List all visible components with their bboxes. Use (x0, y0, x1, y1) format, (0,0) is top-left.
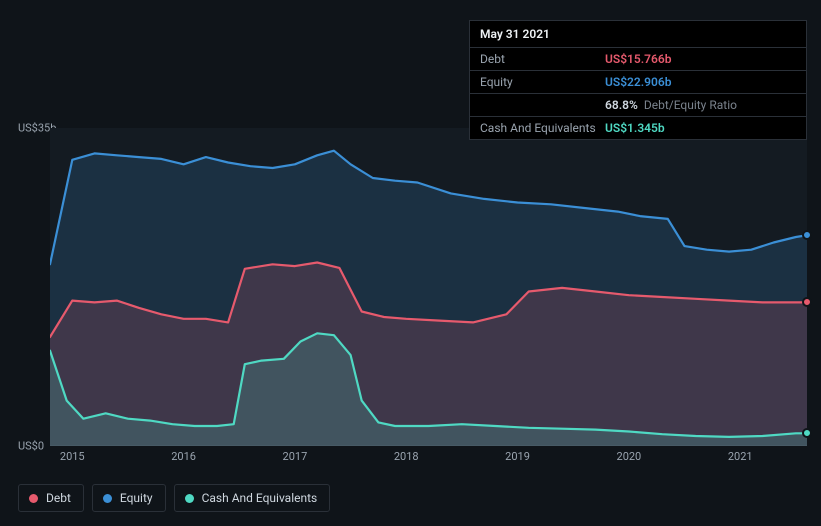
hover-tooltip: May 31 2021 DebtUS$15.766bEquityUS$22.90… (469, 20, 807, 140)
legend-label: Debt (46, 491, 71, 505)
tooltip-row-label: Debt (480, 52, 605, 66)
legend-item[interactable]: Debt (18, 484, 84, 512)
legend-dot-icon (103, 494, 112, 503)
legend-item[interactable]: Equity (92, 484, 166, 512)
tooltip-row-value: US$15.766b (605, 52, 672, 66)
tooltip-row-value: US$22.906b (605, 75, 672, 89)
tooltip-row: EquityUS$22.906b (470, 71, 806, 94)
tooltip-rows: DebtUS$15.766bEquityUS$22.906b68.8%Debt/… (470, 48, 806, 139)
series-end-marker (802, 428, 812, 438)
tooltip-row: 68.8%Debt/Equity Ratio (470, 94, 806, 117)
legend-dot-icon (185, 494, 194, 503)
legend-dot-icon (29, 494, 38, 503)
x-axis-tick: 2015 (60, 450, 85, 463)
tooltip-row-value: US$1.345b (605, 121, 665, 135)
legend-label: Equity (120, 491, 153, 505)
y-axis-label: US$0 (18, 440, 44, 453)
x-axis-tick: 2016 (171, 450, 196, 463)
legend: Debt Equity Cash And Equivalents (18, 484, 330, 512)
series-end-marker (802, 297, 812, 307)
x-axis-tick: 2019 (505, 450, 530, 463)
chart-plot-area[interactable] (50, 128, 807, 446)
series-end-marker (802, 230, 812, 240)
tooltip-row: DebtUS$15.766b (470, 48, 806, 71)
x-axis-labels: 2015 2016 2017 2018 2019 2020 2021 (50, 448, 807, 466)
legend-item[interactable]: Cash And Equivalents (174, 484, 331, 512)
x-axis-tick: 2020 (617, 450, 642, 463)
tooltip-date: May 31 2021 (470, 21, 806, 48)
legend-label: Cash And Equivalents (202, 491, 318, 505)
tooltip-row-label: Equity (480, 75, 605, 89)
chart-container: US$0US$35b 2015201620172018201920202021 (18, 120, 807, 466)
x-axis-tick: 2017 (283, 450, 308, 463)
tooltip-row-value: 68.8%Debt/Equity Ratio (605, 98, 737, 112)
tooltip-row-sub: Debt/Equity Ratio (644, 98, 737, 112)
x-axis-tick: 2021 (728, 450, 753, 463)
tooltip-row-label: Cash And Equivalents (480, 121, 605, 135)
chart-svg (50, 128, 807, 446)
x-axis-tick: 2018 (394, 450, 419, 463)
tooltip-row: Cash And EquivalentsUS$1.345b (470, 117, 806, 139)
